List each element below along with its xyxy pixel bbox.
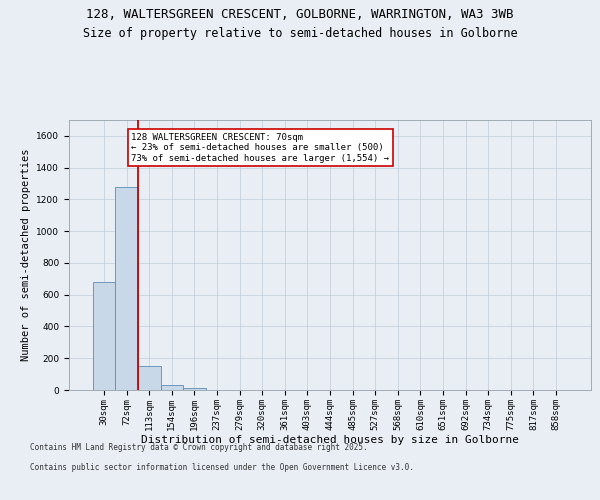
Text: Contains HM Land Registry data © Crown copyright and database right 2025.: Contains HM Land Registry data © Crown c… bbox=[30, 442, 368, 452]
Bar bbox=[115, 186, 138, 390]
Text: Size of property relative to semi-detached houses in Golborne: Size of property relative to semi-detach… bbox=[83, 28, 517, 40]
Bar bbox=[93, 282, 115, 390]
Bar bbox=[183, 388, 206, 390]
Text: 128 WALTERSGREEN CRESCENT: 70sqm
← 23% of semi-detached houses are smaller (500): 128 WALTERSGREEN CRESCENT: 70sqm ← 23% o… bbox=[131, 132, 389, 162]
X-axis label: Distribution of semi-detached houses by size in Golborne: Distribution of semi-detached houses by … bbox=[141, 436, 519, 446]
Bar bbox=[161, 385, 183, 390]
Text: Contains public sector information licensed under the Open Government Licence v3: Contains public sector information licen… bbox=[30, 462, 414, 471]
Bar bbox=[138, 366, 161, 390]
Text: 128, WALTERSGREEN CRESCENT, GOLBORNE, WARRINGTON, WA3 3WB: 128, WALTERSGREEN CRESCENT, GOLBORNE, WA… bbox=[86, 8, 514, 20]
Y-axis label: Number of semi-detached properties: Number of semi-detached properties bbox=[21, 149, 31, 361]
